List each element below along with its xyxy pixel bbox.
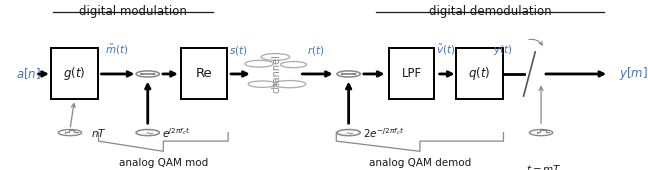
Text: $s(t)$: $s(t)$ [229,44,248,57]
Text: channel: channel [272,55,282,93]
Text: $r(t)$: $r(t)$ [308,44,325,57]
Text: $e^{j2\pi f_c t}$: $e^{j2\pi f_c t}$ [162,126,191,140]
Text: $\tilde{v}(t)$: $\tilde{v}(t)$ [436,43,456,57]
Text: $a[n]$: $a[n]$ [16,66,41,81]
Text: analog QAM demod: analog QAM demod [369,158,471,168]
Text: $2e^{-j2\pi f_c t}$: $2e^{-j2\pi f_c t}$ [363,126,404,140]
Text: LPF: LPF [401,67,422,80]
Text: Re: Re [196,67,213,80]
Text: $\tilde{m}(t)$: $\tilde{m}(t)$ [105,43,128,57]
Text: digital demodulation: digital demodulation [428,5,551,18]
Text: digital modulation: digital modulation [79,5,187,18]
Text: analog QAM mod: analog QAM mod [119,158,208,168]
Text: $y[m]$: $y[m]$ [619,65,648,82]
Text: $t = mT$: $t = mT$ [526,163,562,170]
Text: $nT$: $nT$ [91,127,106,139]
Text: $g(t)$: $g(t)$ [64,65,86,82]
Text: $\sim$: $\sim$ [142,128,154,138]
Text: $\sim$: $\sim$ [343,128,354,138]
Text: $q(t)$: $q(t)$ [469,65,491,82]
Text: $y(t)$: $y(t)$ [493,43,513,57]
